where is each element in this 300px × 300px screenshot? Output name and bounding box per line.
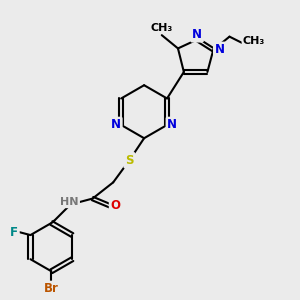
Text: N: N <box>167 118 177 131</box>
Text: S: S <box>125 154 134 167</box>
Text: N: N <box>215 44 225 56</box>
Text: N: N <box>111 118 121 131</box>
Text: HN: HN <box>60 196 78 206</box>
Text: CH₃: CH₃ <box>151 23 173 33</box>
Text: F: F <box>10 226 18 238</box>
Text: N: N <box>192 28 202 41</box>
Text: O: O <box>111 200 121 212</box>
Text: Br: Br <box>44 282 59 296</box>
Text: CH₃: CH₃ <box>243 36 265 46</box>
